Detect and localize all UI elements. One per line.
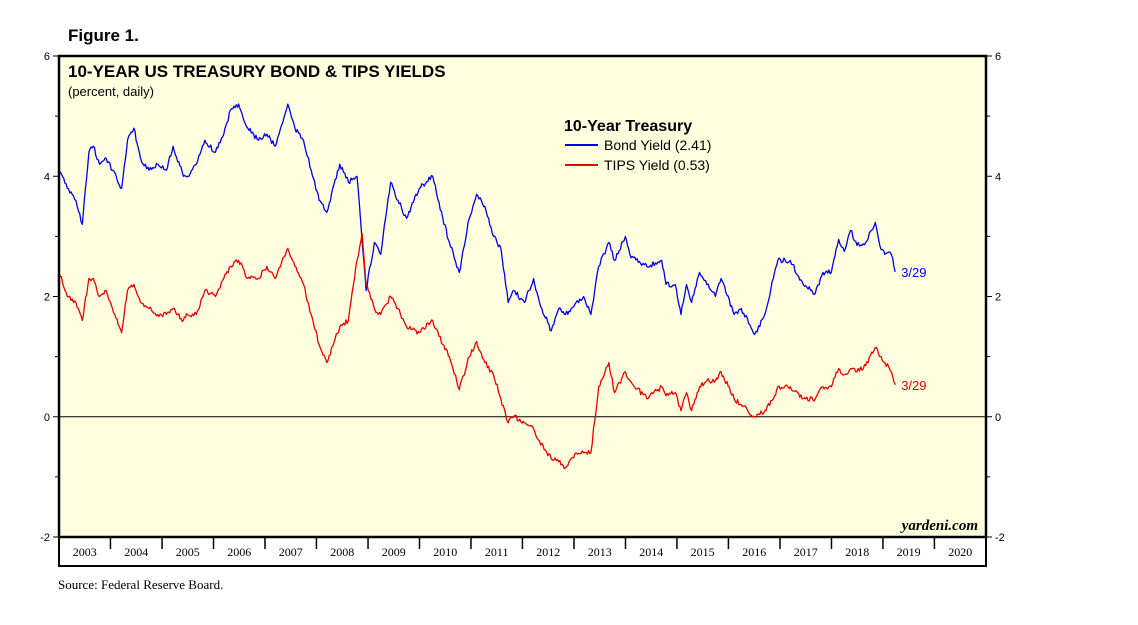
watermark: yardeni.com	[900, 518, 978, 534]
y-tick-label-right: 2	[995, 292, 1001, 304]
x-tick-label-2017: 2017	[794, 545, 818, 559]
x-tick-label-2011: 2011	[485, 545, 509, 559]
bond-yield-line	[58, 103, 896, 336]
plot-frame	[57, 54, 988, 539]
legend-tips-label: TIPS Yield (0.53)	[604, 157, 710, 173]
x-tick-label-2003: 2003	[73, 545, 97, 559]
legend: 10-Year Treasury Bond Yield (2.41) TIPS …	[564, 118, 711, 173]
y-tick-label-right: 0	[995, 412, 1001, 424]
legend-title: 10-Year Treasury	[564, 118, 692, 135]
y-tick-label-right: 6	[995, 51, 1001, 63]
x-tick-label-2008: 2008	[330, 545, 354, 559]
y-tick-label-left: 0	[44, 412, 50, 424]
x-tick-label-2012: 2012	[536, 545, 560, 559]
y-tick-label-right: 4	[995, 171, 1001, 183]
x-tick-label-2018: 2018	[845, 545, 869, 559]
series-layer	[58, 103, 896, 470]
bond-end-label: 3/29	[901, 265, 926, 280]
plot-background	[59, 56, 986, 537]
x-tick-label-2005: 2005	[176, 545, 200, 559]
x-tick-label-2010: 2010	[433, 545, 457, 559]
legend-bond-label: Bond Yield (2.41)	[604, 137, 711, 153]
tips-end-label: 3/29	[901, 378, 926, 393]
x-tick-label-2006: 2006	[227, 545, 251, 559]
x-tick-label-2014: 2014	[639, 545, 663, 559]
chart-title: 10-YEAR US TREASURY BOND & TIPS YIELDS	[68, 62, 446, 81]
y-tick-label-left: 4	[44, 171, 50, 183]
x-tick-label-2016: 2016	[742, 545, 766, 559]
y-tick-label-left: 2	[44, 292, 50, 304]
x-axis-band: 2003 2004 2005 2006 2007 2008 2009 2010 2011 2012…	[58, 536, 987, 567]
y-tick-label-left: 6	[44, 51, 50, 63]
right-y-axis: -2 0 2 4 6	[986, 51, 1005, 544]
source-note: Source: Federal Reserve Board.	[58, 577, 224, 592]
tips-yield-line	[58, 232, 896, 470]
left-y-axis: -2 0 2 4 6	[40, 51, 59, 544]
y-tick-label-right: -2	[995, 532, 1005, 544]
x-tick-label-2013: 2013	[588, 545, 612, 559]
x-tick-label-2004: 2004	[124, 545, 148, 559]
x-tick-label-2009: 2009	[382, 545, 406, 559]
x-tick-label-2015: 2015	[691, 545, 715, 559]
figure-label: Figure 1.	[68, 26, 139, 45]
chart-subtitle: (percent, daily)	[68, 84, 154, 99]
x-tick-label-2020: 2020	[948, 545, 972, 559]
x-tick-label-2019: 2019	[897, 545, 921, 559]
x-tick-label-2007: 2007	[279, 545, 303, 559]
y-tick-label-left: -2	[40, 532, 50, 544]
